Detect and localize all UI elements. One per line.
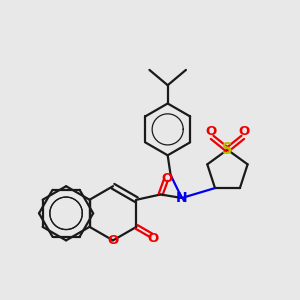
Text: O: O (162, 172, 173, 185)
Text: O: O (107, 234, 118, 247)
Text: O: O (205, 125, 216, 138)
Text: S: S (222, 142, 233, 157)
Text: O: O (147, 232, 158, 245)
Text: O: O (238, 125, 250, 138)
Text: N: N (176, 191, 188, 205)
